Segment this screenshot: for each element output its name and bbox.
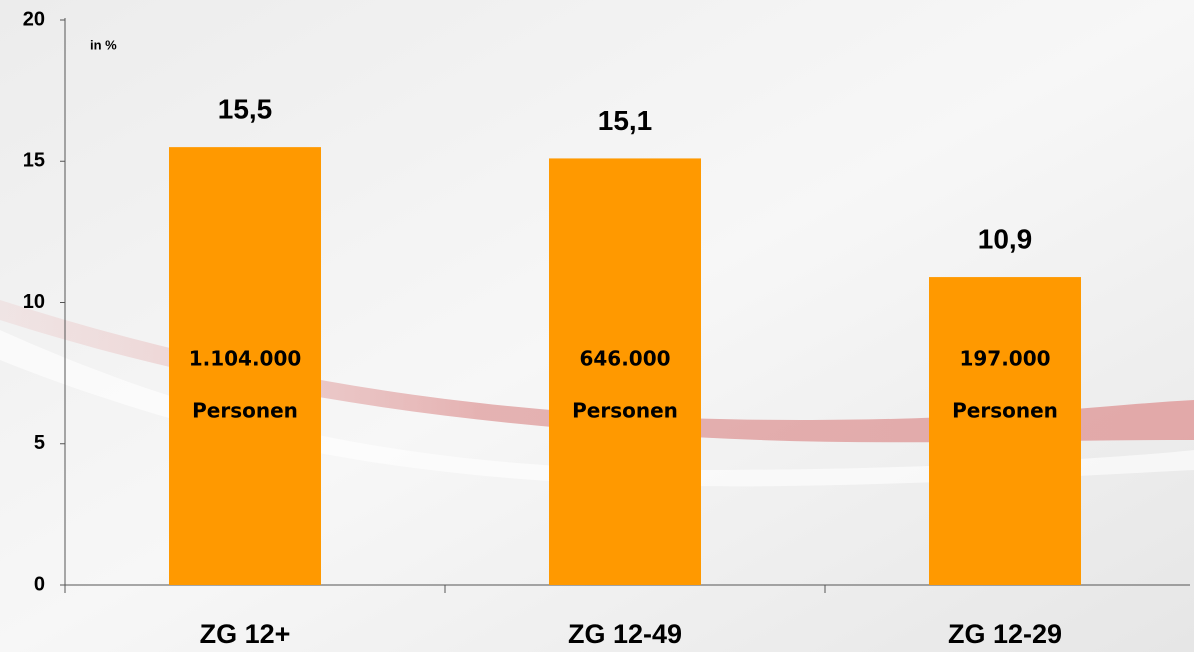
y-tick-label: 0 <box>34 573 45 595</box>
inner-label: 1.104.000 <box>189 347 302 371</box>
inner-label: Personen <box>952 399 1058 423</box>
inner-label: Personen <box>192 399 298 423</box>
y-unit-label: in % <box>90 37 117 52</box>
bar <box>169 147 321 585</box>
x-tick-label: ZG 12+ <box>200 619 291 649</box>
value-label: 10,9 <box>978 223 1033 254</box>
x-tick-label: ZG 12-49 <box>568 619 682 649</box>
x-tick-label: ZG 12-29 <box>948 619 1062 649</box>
value-label: 15,1 <box>598 105 653 136</box>
y-tick-label: 10 <box>23 291 45 313</box>
bar <box>549 158 701 586</box>
inner-label: 197.000 <box>959 347 1050 371</box>
y-tick-label: 15 <box>23 150 45 172</box>
y-tick-label: 5 <box>34 432 45 454</box>
y-tick-label: 20 <box>23 8 45 30</box>
bar <box>929 277 1081 585</box>
value-label: 15,5 <box>218 94 273 125</box>
inner-label: 646.000 <box>579 347 670 371</box>
inner-label: Personen <box>572 399 678 423</box>
